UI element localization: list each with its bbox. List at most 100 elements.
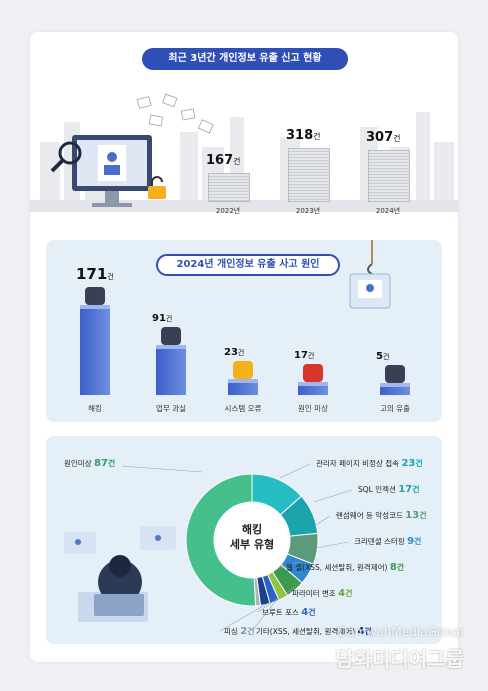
cause-value-number: 171 (76, 265, 108, 283)
donut-label-value: 13 (405, 510, 420, 521)
leader-line (313, 489, 353, 503)
donut-label: SQL 인젝션 17건 (358, 484, 420, 495)
donut-label: 원인미상 87건 (64, 458, 115, 469)
donut-label-name: 웹 셸(XSS, 세션탈취, 원격제어) (286, 563, 390, 572)
cause-value-number: 23 (224, 347, 238, 358)
donut-label: 크리덴셜 스터핑 9건 (354, 536, 421, 547)
computer-monitor-icon (50, 135, 152, 207)
cause-value-unit: 건 (165, 315, 173, 323)
watermark-line1: DamwahMediaGroup (338, 625, 464, 639)
donut-hole (215, 503, 289, 577)
stack-value: 307건 (366, 130, 401, 145)
cause-bar (228, 383, 258, 395)
donut-label-unit: 건 (364, 627, 372, 636)
hacker-icon (85, 287, 105, 305)
leader-line (257, 593, 285, 613)
donut-label-value: 17 (398, 484, 413, 495)
cause-label: 원인 미상 (298, 404, 328, 413)
stack-value-unit: 건 (393, 134, 401, 143)
cause-value: 5건 (376, 351, 389, 362)
warning-icon (233, 361, 253, 379)
paper-stack (288, 148, 330, 202)
donut-label: 브루트 포스 4건 (262, 607, 316, 618)
donut-label-name: 피싱 (224, 627, 241, 636)
question-icon (303, 364, 323, 382)
cause-bar-top (80, 305, 110, 309)
donut-label-value: 23 (401, 458, 416, 469)
paper-stack (208, 173, 250, 202)
yearly-report-chart: 167건 2022년 318건 2023년 307건 2024년 (30, 32, 458, 222)
donut-label-name: 기타(XSS, 세션탈취, 원격제어) (256, 627, 358, 636)
leak-icon (385, 365, 405, 383)
section1-title: 최근 3년간 개인정보 유출 신고 현황 (142, 48, 348, 70)
leader-line (219, 601, 271, 632)
donut-label-name: 원인미상 (64, 459, 94, 468)
donut-label: 웹 셸(XSS, 세션탈취, 원격제어) 8건 (286, 562, 404, 573)
cause-label: 해킹 (88, 404, 102, 413)
hook-document-icon (349, 240, 391, 309)
donut-label-unit: 건 (415, 459, 423, 468)
flying-documents-icon (136, 93, 214, 134)
stack-value: 318건 (286, 128, 321, 143)
infographic-card: 최근 3년간 개인정보 유출 신고 현황 (30, 32, 458, 662)
leader-line (121, 465, 203, 473)
donut-label-value: 8 (389, 562, 397, 573)
hacker-illustration (64, 526, 176, 622)
donut-label-value: 4 (357, 626, 365, 637)
donut-label-unit: 건 (419, 511, 427, 520)
stack-value-unit: 건 (233, 157, 241, 166)
donut-center-line1: 해킹 (241, 523, 263, 536)
stack-year-label: 2022년 (215, 207, 241, 215)
donut-label: 랜섬웨어 등 악성코드 13건 (336, 510, 427, 521)
cause-bar-top (156, 345, 186, 349)
stack-year-label: 2023년 (295, 207, 321, 215)
stack-value-number: 307 (366, 130, 394, 145)
cause-value-unit: 건 (107, 273, 114, 281)
cause-value-unit: 건 (237, 349, 245, 357)
donut-label-value: 9 (407, 536, 415, 547)
cause-value-unit: 건 (307, 352, 315, 360)
cause-label: 고의 유출 (380, 404, 410, 413)
donut-label-unit: 건 (412, 485, 420, 494)
donut-label-value: 4 (338, 588, 346, 599)
donut-label-value: 2 (240, 626, 248, 637)
donut-label-unit: 건 (396, 563, 405, 572)
leader-line (285, 585, 297, 595)
donut-label-name: 관리자 페이지 비정상 접속 (316, 459, 402, 468)
paper-stack (368, 150, 410, 202)
cause-value: 17건 (294, 350, 314, 361)
cause-bar-top (380, 383, 410, 387)
donut-label-name: 랜섬웨어 등 악성코드 (336, 511, 406, 520)
cause-bar (298, 386, 328, 395)
leader-line (279, 561, 301, 569)
cause-bar (156, 349, 186, 395)
donut-label-unit: 건 (414, 537, 422, 546)
cause-bar (80, 309, 110, 395)
section2-title: 2024년 개인정보 유출 사고 원인 (156, 254, 340, 276)
desk-worker-icon (161, 327, 181, 345)
donut-label-unit: 건 (247, 627, 255, 636)
donut-label-unit: 건 (345, 589, 353, 598)
donut-label: 기타(XSS, 세션탈취, 원격제어) 4건 (256, 626, 372, 637)
stack-value: 167건 (206, 153, 241, 168)
donut-label-name: SQL 인젝션 (358, 485, 399, 494)
stack-year-label: 2024년 (375, 207, 401, 215)
cause-value-number: 91 (152, 313, 166, 324)
donut-label-value: 4 (301, 607, 309, 618)
donut-label: 관리자 페이지 비정상 접속 23건 (316, 458, 423, 469)
donut-label-unit: 건 (308, 608, 316, 617)
donut-label-name: 파라미터 변조 (292, 589, 339, 598)
cause-bar-top (228, 379, 258, 383)
donut-label-name: 크리덴셜 스터핑 (354, 537, 408, 546)
donut-label-unit: 건 (107, 459, 116, 468)
leader-line (313, 515, 331, 527)
padlock-icon (148, 176, 166, 199)
donut-label-name: 브루트 포스 (262, 608, 302, 617)
leader-line (315, 541, 349, 549)
cause-bar-top (298, 382, 328, 386)
cause-value-number: 17 (294, 350, 308, 361)
cause-label: 시스템 오류 (224, 404, 262, 413)
donut-label-value: 87 (93, 458, 108, 469)
leader-line (251, 597, 279, 632)
watermark-line2: 담화미디어그룹 (335, 647, 464, 671)
